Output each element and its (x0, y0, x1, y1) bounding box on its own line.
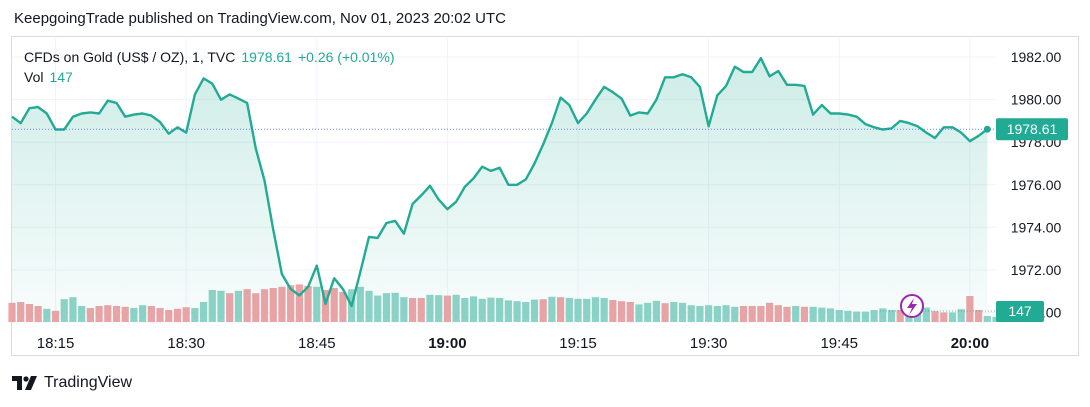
legend-symbol[interactable]: CFDs on Gold (US$ / OZ), 1, TVC (24, 49, 236, 65)
price-badge-label: 1978.61 (1007, 121, 1058, 137)
x-tick-label: 19:45 (820, 335, 858, 352)
volume-badge-label: 147 (1008, 303, 1032, 319)
y-tick-label: 1974.00 (1011, 219, 1062, 235)
x-tick-label: 20:00 (951, 335, 989, 352)
legend-change: +0.26 (+0.01%) (297, 49, 395, 65)
tradingview-logo-icon (12, 376, 37, 390)
publish-caption: KeepgoingTrade published on TradingView.… (14, 10, 506, 27)
x-tick-label: 18:30 (167, 335, 205, 352)
volume-legend: Vol 147 (24, 69, 73, 85)
chart-overlays: 1978.61 147 (12, 118, 1068, 322)
price-area (11, 57, 991, 323)
x-axis: 18:15 18:30 18:45 19:00 19:15 19:30 19:45 20:00 (37, 335, 989, 352)
price-area-fill (12, 58, 988, 323)
y-tick-label: 1972.00 (1011, 262, 1062, 278)
volume-label[interactable]: Vol (24, 69, 44, 85)
chart-frame (11, 36, 1079, 356)
x-tick-label: 19:15 (559, 335, 597, 352)
y-tick-label: 1976.00 (1011, 177, 1062, 193)
x-tick-label: 19:30 (690, 335, 728, 352)
volume-badge (996, 301, 1044, 322)
x-tick-label: 18:45 (298, 335, 336, 352)
lightning-icon[interactable] (900, 294, 924, 318)
x-tick-label: 18:15 (37, 335, 75, 352)
price-badge (996, 118, 1068, 141)
brand-name: TradingView (44, 374, 133, 391)
brand[interactable]: TradingView (12, 374, 132, 392)
y-tick-label: 1980.00 (1011, 92, 1062, 108)
y-axis: 1970.001972.001974.001976.001978.001980.… (1011, 49, 1062, 320)
x-tick-label: 19:00 (428, 335, 466, 352)
series-legend: CFDs on Gold (US$ / OZ), 1, TVC 1978.61 +0… (24, 47, 394, 67)
legend-price: 1978.61 (241, 49, 292, 65)
y-tick-label: 1982.00 (1011, 49, 1062, 65)
volume-value: 147 (49, 69, 73, 85)
